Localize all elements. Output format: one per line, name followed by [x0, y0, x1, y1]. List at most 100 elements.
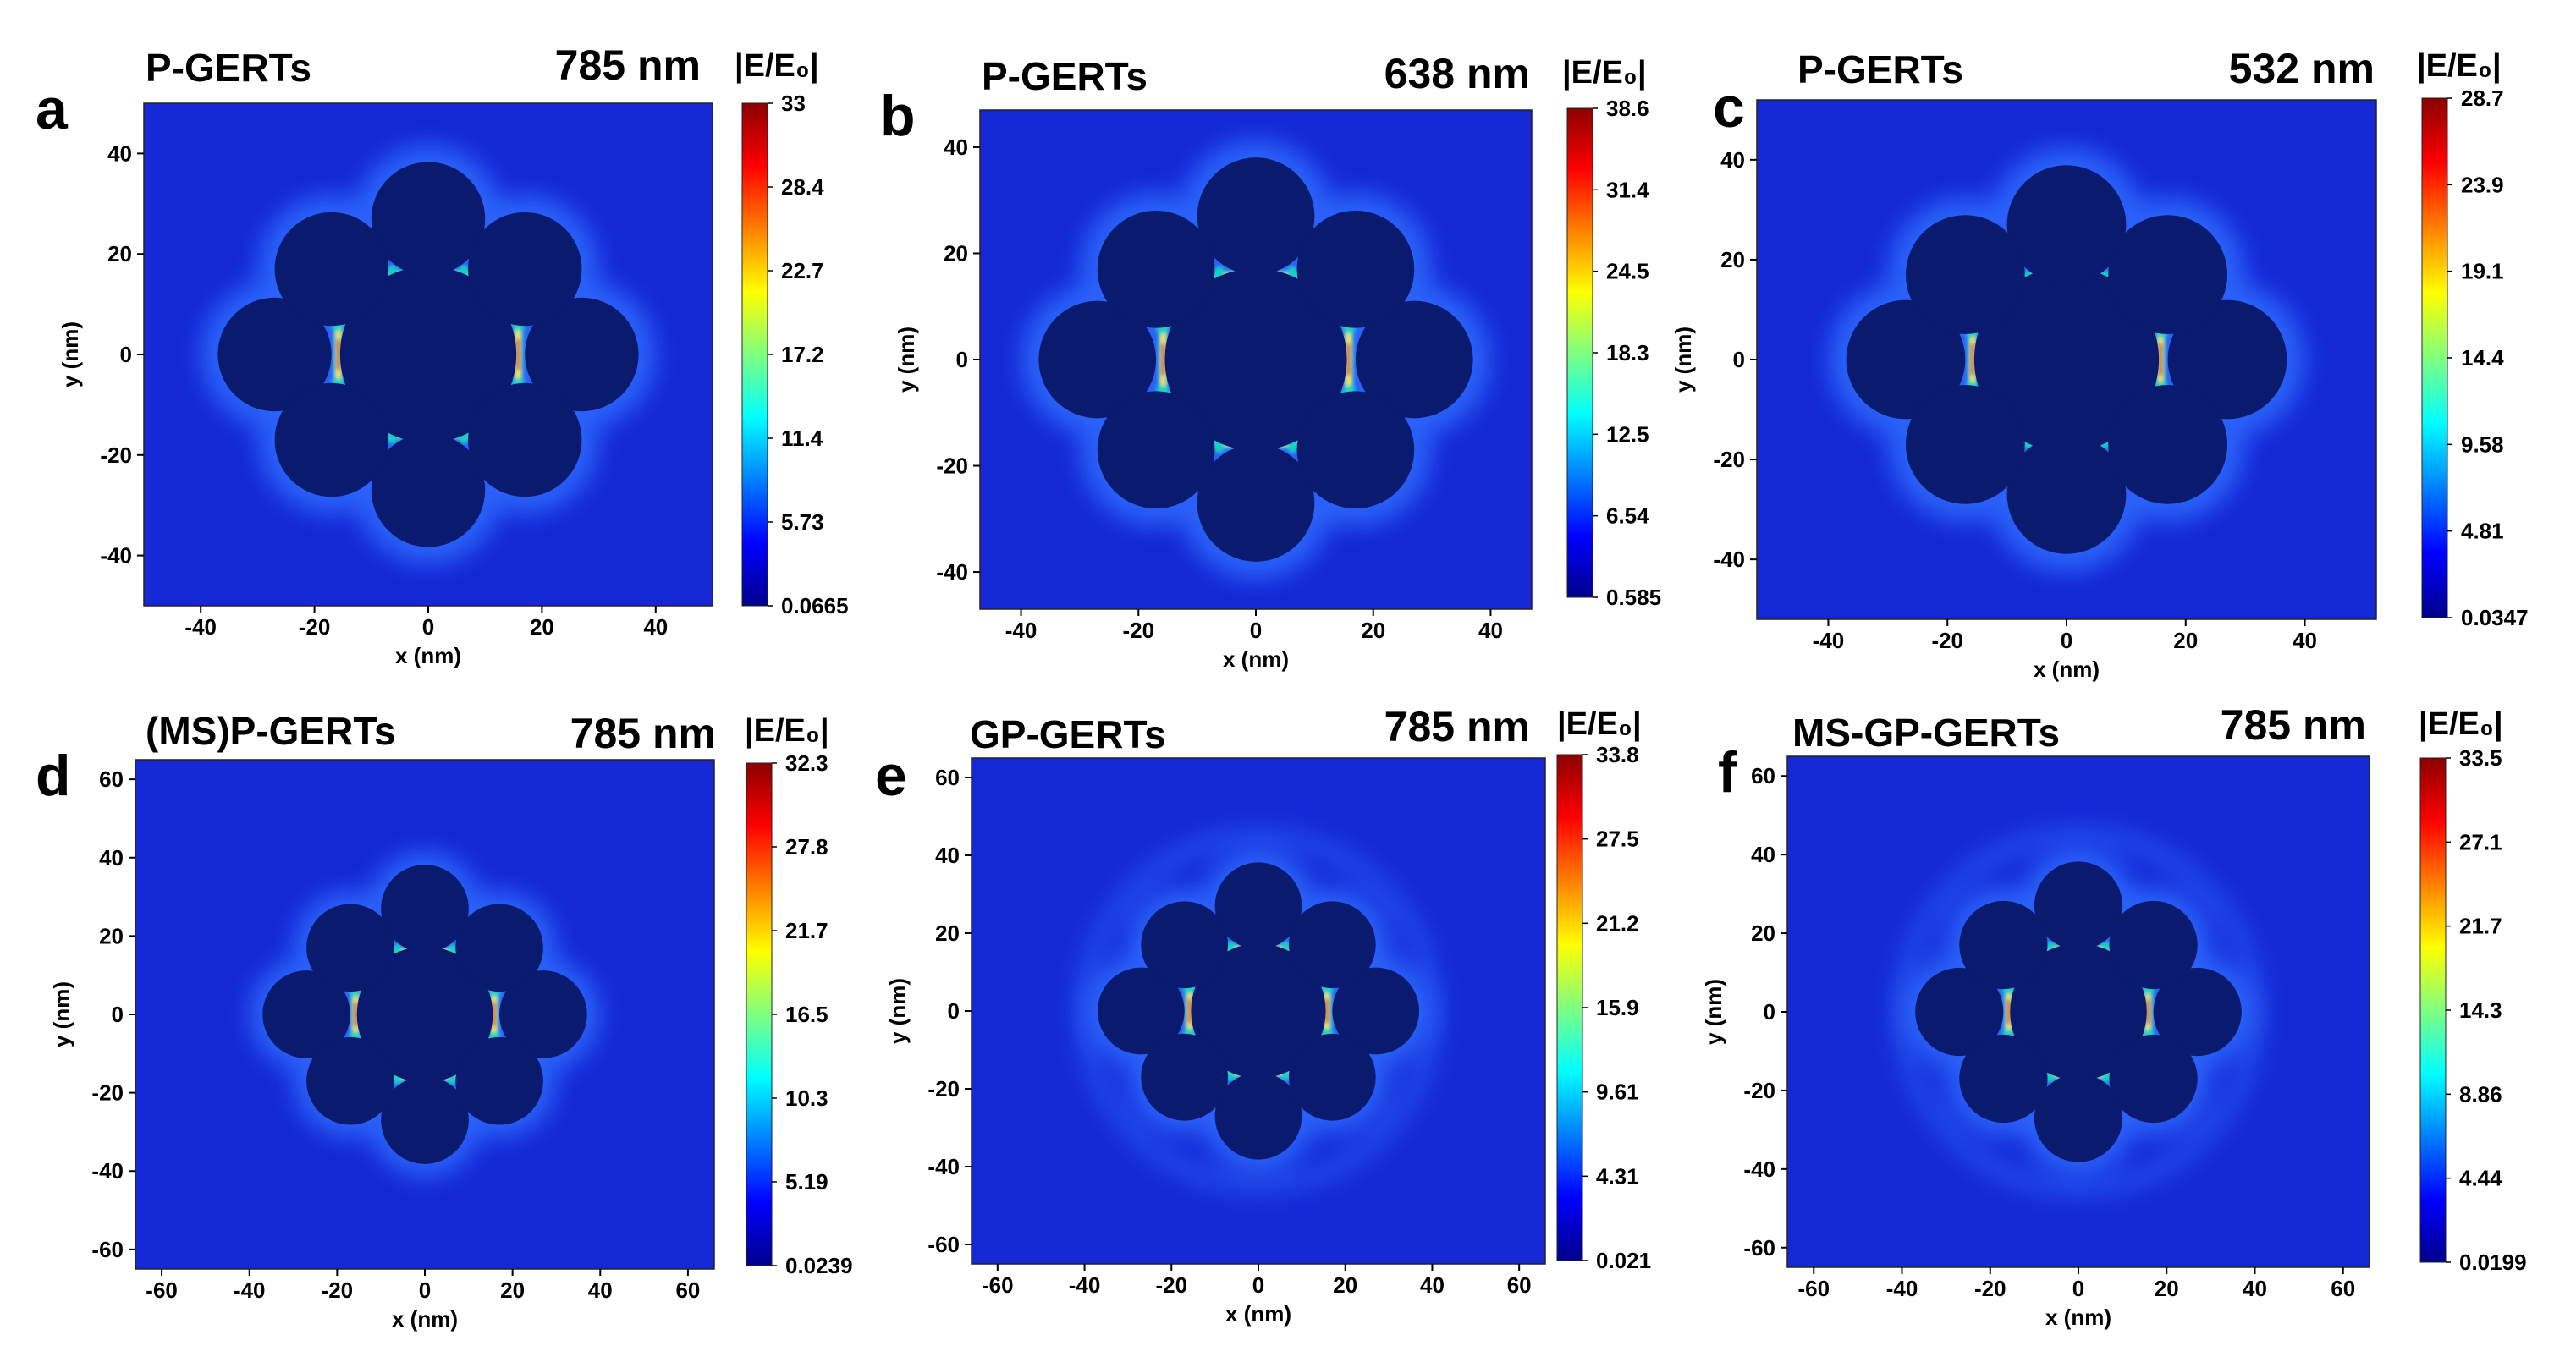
colorbar-tick-label: 21.7	[2459, 914, 2502, 939]
colorbar-tick-label: 6.54	[1606, 503, 1649, 529]
x-axis-label: x (nm)	[1225, 1301, 1291, 1327]
colorbar-tick-label: 28.7	[2461, 85, 2504, 111]
panel-e: -60 -40 -20 0 20 40 60 60 40 20 0 -20 -40 -60 x (nm) y …	[875, 703, 1651, 1327]
y-tick-label: -40	[927, 1154, 960, 1179]
colorbar-tick-label: 19.1	[2461, 259, 2504, 284]
petal-particle	[2109, 1034, 2198, 1124]
panel-letter: d	[36, 744, 71, 808]
petal-particle	[381, 1076, 469, 1164]
petal-particle	[1097, 210, 1215, 328]
colorbar-tick-label: 15.9	[1596, 995, 1639, 1020]
x-axis-label: x (nm)	[2045, 1305, 2111, 1330]
petal-particle	[2034, 1074, 2123, 1162]
colorbar-tick-label: 27.5	[1596, 827, 1639, 852]
x-tick-label: -20	[1122, 618, 1154, 643]
y-tick-label: 20	[1751, 920, 1775, 946]
colorbar-title: |E/E₀|	[745, 713, 829, 749]
nanoparticles	[262, 865, 587, 1164]
x-tick-label: -60	[146, 1277, 178, 1303]
field-map	[201, 145, 656, 564]
x-tick-label: -60	[1797, 1276, 1830, 1301]
x-tick-label: 40	[2243, 1276, 2267, 1301]
y-axis-label: y (nm)	[58, 321, 83, 387]
colorbar-tick-label: 33.5	[2459, 745, 2502, 771]
field-map	[249, 851, 601, 1178]
colorbar-tick-label: 16.5	[785, 1002, 828, 1027]
core-particle	[1191, 943, 1326, 1079]
colorbar-tick-label: 33.8	[1596, 742, 1639, 767]
nanoparticles	[1915, 861, 2242, 1162]
colorbar-tick-label: 5.19	[785, 1169, 828, 1195]
x-tick-label: -40	[1813, 628, 1845, 653]
y-tick-label: -60	[1743, 1235, 1775, 1261]
y-tick-label: -60	[927, 1232, 960, 1257]
x-tick-label: -20	[1155, 1272, 1187, 1298]
core-particle	[1164, 268, 1347, 451]
colorbar-tick-label: 27.1	[2459, 829, 2502, 854]
field-map	[1892, 826, 2265, 1198]
colorbar-title: |E/E₀|	[1557, 706, 1642, 742]
x-tick-label: -20	[322, 1277, 354, 1303]
x-tick-label: 40	[2293, 628, 2317, 653]
colorbar-tick-label: 14.3	[2459, 997, 2502, 1023]
y-tick-label: -20	[936, 453, 968, 479]
petal-particle	[1141, 901, 1229, 989]
colorbar-tick-label: 24.5	[1606, 259, 1649, 284]
core-particle	[2010, 943, 2147, 1080]
x-axis-label: x (nm)	[1223, 646, 1289, 672]
petal-particle	[306, 904, 394, 992]
panel-letter: e	[875, 744, 907, 808]
x-tick-label: 20	[2155, 1276, 2179, 1301]
wavelength-label: 785 nm	[570, 710, 716, 757]
colorbar-tick-label: 33	[781, 91, 806, 116]
panel-title: GP-GERTs	[970, 712, 1166, 756]
y-tick-label: -20	[1713, 447, 1745, 472]
petal-particle	[1197, 444, 1315, 562]
colorbar	[741, 102, 768, 607]
colorbar-tick-label: 8.86	[2459, 1081, 2502, 1107]
x-axis-label: x (nm)	[395, 643, 461, 668]
y-tick-label: 40	[935, 843, 960, 868]
x-tick-label: -20	[1931, 628, 1963, 653]
petal-particle	[371, 162, 486, 276]
petal-particle	[2153, 967, 2242, 1057]
y-tick-label: -40	[1713, 547, 1745, 572]
petal-particle	[2006, 165, 2127, 284]
petal-particle	[1959, 1034, 2048, 1124]
y-tick-label: -40	[1743, 1156, 1775, 1182]
y-tick-label: 20	[99, 923, 124, 948]
panel-a: -40 -20 0 20 40 40 20 0 -20 -40 x (nm) y (nm) a P-GER…	[36, 41, 849, 668]
y-tick-label: -20	[100, 442, 132, 468]
panel-title: P-GERTs	[982, 54, 1148, 98]
y-tick-label: 60	[1751, 763, 1775, 788]
colorbar-tick-label: 21.7	[785, 918, 828, 943]
x-tick-label: 20	[2173, 628, 2198, 653]
y-tick-label: -40	[936, 559, 968, 585]
y-tick-label: -20	[1743, 1078, 1775, 1103]
colorbar-tick-label: 28.4	[781, 174, 824, 200]
colorbar	[1566, 107, 1593, 598]
petal-particle	[1905, 384, 2025, 504]
petal-particle	[2167, 299, 2287, 420]
petal-particle	[468, 382, 582, 497]
x-tick-label: 40	[588, 1277, 613, 1303]
petal-particle	[525, 297, 639, 412]
panel-b: -40 -20 0 20 40 40 20 0 -20 -40 x (nm) y (nm) b P-GER…	[880, 50, 1661, 672]
panel-title: MS-GP-GERTs	[1792, 711, 2060, 755]
colorbar-tick-label: 18.3	[1606, 340, 1649, 365]
petal-particle	[2034, 861, 2123, 950]
petal-particle	[1038, 300, 1157, 419]
wavelength-label: 785 nm	[2221, 701, 2366, 749]
core-particle	[356, 946, 493, 1083]
colorbar-tick-label: 10.3	[785, 1085, 828, 1111]
y-tick-label: -40	[91, 1158, 124, 1184]
panel-letter: a	[36, 77, 69, 141]
petal-particle	[371, 433, 486, 547]
petal-particle	[1959, 900, 2048, 990]
colorbar-tick-label: 0.0199	[2459, 1250, 2527, 1275]
petal-particle	[262, 970, 350, 1058]
y-tick-label: 40	[107, 140, 132, 166]
x-tick-label: 0	[2072, 1276, 2084, 1301]
panel-f: -60 -40 -20 0 20 40 60 60 40 20 0 -20 -40 -60 x (nm) y …	[1701, 701, 2527, 1330]
